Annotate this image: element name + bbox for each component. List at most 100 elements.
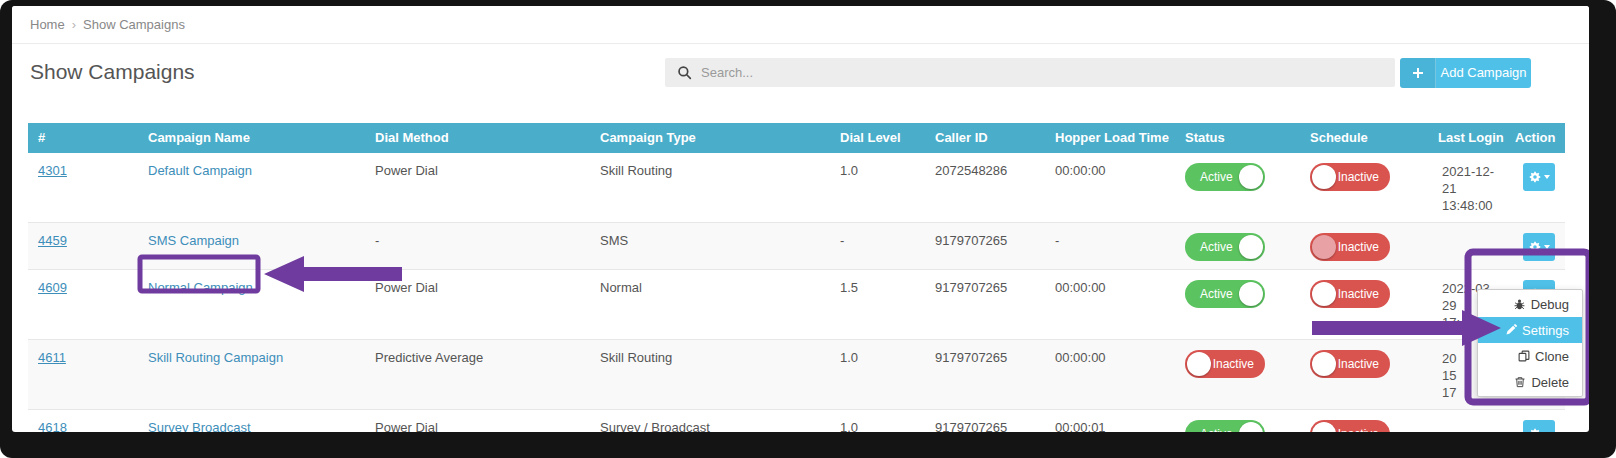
hopper-load-time-cell: 00:00:00 bbox=[1055, 270, 1185, 339]
campaign-name-link[interactable]: SMS Campaign bbox=[148, 233, 239, 248]
campaign-id-link[interactable]: 4618 bbox=[38, 420, 67, 432]
caller-id-cell: 2072548286 bbox=[935, 153, 1055, 222]
bug-icon bbox=[1513, 298, 1526, 311]
dial-level-cell: 1.0 bbox=[840, 410, 935, 432]
table-row: 4618 Survey Broadcast Power Dial Survey … bbox=[28, 410, 1565, 432]
add-campaign-button[interactable]: Add Campaign bbox=[1400, 58, 1531, 88]
schedule-toggle-label: Inactive bbox=[1338, 240, 1379, 254]
gear-icon bbox=[1529, 428, 1541, 432]
col-header-caller-id: Caller ID bbox=[935, 123, 1055, 153]
dial-level-cell: 1.5 bbox=[840, 270, 935, 339]
schedule-toggle-label: Inactive bbox=[1338, 287, 1379, 301]
table-row: 4301 Default Campaign Power Dial Skill R… bbox=[28, 153, 1565, 223]
toggle-knob-icon bbox=[1312, 235, 1336, 259]
col-header-status: Status bbox=[1185, 123, 1310, 153]
status-toggle-label: Active bbox=[1200, 287, 1233, 301]
breadcrumb: Home › Show Campaigns bbox=[12, 6, 1589, 44]
campaign-type-cell: Skill Routing bbox=[600, 340, 840, 409]
chevron-down-icon bbox=[1544, 245, 1550, 249]
schedule-toggle[interactable]: Inactive bbox=[1310, 163, 1390, 191]
clone-icon bbox=[1518, 350, 1530, 362]
col-header-campaign-name: Campaign Name bbox=[148, 123, 375, 153]
plus-icon bbox=[1400, 58, 1436, 88]
status-toggle[interactable]: Active bbox=[1185, 163, 1265, 191]
menu-item-settings[interactable]: Settings bbox=[1478, 317, 1582, 343]
campaign-type-cell: Normal bbox=[600, 270, 840, 339]
campaign-name-link[interactable]: Survey Broadcast bbox=[148, 420, 251, 432]
action-dropdown-menu: Debug Settings Clone Delete bbox=[1477, 289, 1583, 397]
action-dropdown-button[interactable] bbox=[1523, 163, 1555, 191]
col-header-dial-level: Dial Level bbox=[840, 123, 935, 153]
toggle-knob-icon bbox=[1239, 165, 1263, 189]
campaign-id-link[interactable]: 4609 bbox=[38, 280, 67, 295]
dial-level-cell: 1.0 bbox=[840, 340, 935, 409]
page-title: Show Campaigns bbox=[30, 60, 195, 84]
status-toggle[interactable]: Active bbox=[1185, 280, 1265, 308]
toggle-knob-icon bbox=[1312, 282, 1336, 306]
menu-item-debug[interactable]: Debug bbox=[1478, 291, 1582, 317]
campaign-id-link[interactable]: 4459 bbox=[38, 233, 67, 248]
toggle-knob-icon bbox=[1312, 352, 1336, 376]
schedule-toggle-label: Inactive bbox=[1338, 427, 1379, 432]
schedule-toggle-label: Inactive bbox=[1338, 170, 1379, 184]
toggle-knob-icon bbox=[1187, 352, 1211, 376]
last-login-cell bbox=[1438, 410, 1515, 432]
trash-icon bbox=[1514, 376, 1526, 388]
col-header-action: Action bbox=[1515, 123, 1565, 153]
hopper-load-time-cell: 00:00:00 bbox=[1055, 340, 1185, 409]
search-input[interactable] bbox=[665, 58, 1395, 87]
campaign-type-cell: Survey / Broadcast bbox=[600, 410, 840, 432]
schedule-toggle[interactable]: Inactive bbox=[1310, 350, 1390, 378]
last-login-cell: 2021-12-2113:48:00 bbox=[1438, 153, 1515, 222]
schedule-toggle[interactable]: Inactive bbox=[1310, 233, 1390, 261]
status-toggle-label: Active bbox=[1200, 240, 1233, 254]
breadcrumb-current: Show Campaigns bbox=[83, 17, 185, 32]
dial-level-cell: 1.0 bbox=[840, 153, 935, 222]
status-toggle-label: Inactive bbox=[1213, 357, 1254, 371]
campaign-type-cell: SMS bbox=[600, 223, 840, 269]
table-header-row: # Campaign Name Dial Method Campaign Typ… bbox=[28, 123, 1565, 153]
schedule-toggle[interactable]: Inactive bbox=[1310, 280, 1390, 308]
menu-item-clone[interactable]: Clone bbox=[1478, 343, 1582, 369]
pencil-icon bbox=[1505, 324, 1517, 336]
schedule-toggle[interactable]: Inactive bbox=[1310, 420, 1390, 432]
status-toggle[interactable]: Active bbox=[1185, 233, 1265, 261]
toggle-knob-icon bbox=[1239, 422, 1263, 432]
dial-method-cell: Predictive Average bbox=[375, 340, 600, 409]
col-header-hopper-load-time: Hopper Load Time bbox=[1055, 123, 1185, 153]
hopper-load-time-cell: 00:00:00 bbox=[1055, 153, 1185, 222]
campaign-name-link[interactable]: Normal Campaign bbox=[148, 280, 253, 295]
hopper-load-time-cell: 00:00:01 bbox=[1055, 410, 1185, 432]
menu-item-label: Debug bbox=[1531, 297, 1569, 312]
breadcrumb-separator: › bbox=[72, 17, 76, 32]
campaigns-table: # Campaign Name Dial Method Campaign Typ… bbox=[28, 123, 1565, 432]
gear-icon bbox=[1529, 241, 1541, 253]
action-dropdown-button[interactable] bbox=[1523, 420, 1555, 432]
campaign-name-link[interactable]: Default Campaign bbox=[148, 163, 252, 178]
status-toggle[interactable]: Inactive bbox=[1185, 350, 1265, 378]
action-dropdown-button[interactable] bbox=[1523, 233, 1555, 261]
caller-id-cell: 9179707265 bbox=[935, 270, 1055, 339]
dial-method-cell: Power Dial bbox=[375, 410, 600, 432]
col-header-dial-method: Dial Method bbox=[375, 123, 600, 153]
campaign-name-link[interactable]: Skill Routing Campaign bbox=[148, 350, 283, 365]
add-campaign-label: Add Campaign bbox=[1436, 58, 1531, 88]
campaign-id-link[interactable]: 4611 bbox=[38, 350, 66, 365]
campaign-id-link[interactable]: 4301 bbox=[38, 163, 67, 178]
col-header-last-login: Last Login bbox=[1438, 123, 1515, 153]
caller-id-cell: 9179707265 bbox=[935, 410, 1055, 432]
caller-id-cell: 9179707265 bbox=[935, 340, 1055, 409]
menu-item-delete[interactable]: Delete bbox=[1478, 369, 1582, 395]
col-header-schedule: Schedule bbox=[1310, 123, 1438, 153]
menu-item-label: Clone bbox=[1535, 349, 1569, 364]
toggle-knob-icon bbox=[1239, 282, 1263, 306]
toggle-knob-icon bbox=[1312, 165, 1336, 189]
campaign-type-cell: Skill Routing bbox=[600, 153, 840, 222]
breadcrumb-home-link[interactable]: Home bbox=[30, 17, 65, 32]
schedule-toggle-label: Inactive bbox=[1338, 357, 1379, 371]
status-toggle[interactable]: Active bbox=[1185, 420, 1265, 432]
menu-item-label: Settings bbox=[1522, 323, 1569, 338]
caller-id-cell: 9179707265 bbox=[935, 223, 1055, 269]
dial-level-cell: - bbox=[840, 223, 935, 269]
col-header-campaign-type: Campaign Type bbox=[600, 123, 840, 153]
